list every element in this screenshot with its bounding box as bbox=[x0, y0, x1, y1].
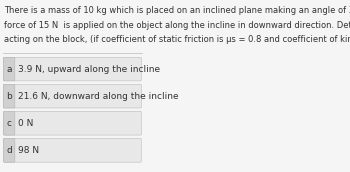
Text: c: c bbox=[7, 119, 12, 128]
FancyBboxPatch shape bbox=[4, 138, 15, 162]
Text: d: d bbox=[6, 146, 12, 155]
Text: b: b bbox=[6, 92, 12, 101]
FancyBboxPatch shape bbox=[4, 57, 15, 81]
Text: 3.9 N, upward along the incline: 3.9 N, upward along the incline bbox=[19, 64, 161, 74]
Text: 21.6 N, downward along the incline: 21.6 N, downward along the incline bbox=[19, 92, 179, 101]
Text: 0 N: 0 N bbox=[19, 119, 34, 128]
Text: 98 N: 98 N bbox=[19, 146, 40, 155]
FancyBboxPatch shape bbox=[4, 111, 141, 135]
FancyBboxPatch shape bbox=[4, 84, 15, 108]
Text: acting on the block, (if coefficient of static friction is μs = 0.8 and coeffici: acting on the block, (if coefficient of … bbox=[4, 35, 350, 44]
FancyBboxPatch shape bbox=[4, 84, 141, 108]
Text: There is a mass of 10 kg which is placed on an inclined plane making an angle of: There is a mass of 10 kg which is placed… bbox=[4, 7, 350, 15]
FancyBboxPatch shape bbox=[4, 111, 15, 135]
FancyBboxPatch shape bbox=[4, 138, 141, 162]
Text: a: a bbox=[6, 64, 12, 74]
FancyBboxPatch shape bbox=[4, 57, 141, 81]
Text: force of 15 N  is applied on the object along the incline in downward direction.: force of 15 N is applied on the object a… bbox=[4, 21, 350, 30]
